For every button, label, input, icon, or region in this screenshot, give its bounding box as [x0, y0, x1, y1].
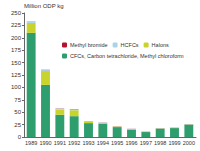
- svg-text:1997: 1997: [140, 140, 152, 146]
- svg-text:75: 75: [14, 97, 21, 103]
- svg-text:100: 100: [11, 84, 22, 90]
- svg-text:1992: 1992: [68, 140, 80, 146]
- svg-text:225: 225: [11, 22, 22, 28]
- svg-text:200: 200: [11, 35, 22, 41]
- svg-text:Million ODP kg: Million ODP kg: [24, 3, 64, 9]
- svg-text:1993: 1993: [82, 140, 94, 146]
- svg-text:25: 25: [14, 122, 21, 128]
- svg-text:250: 250: [11, 10, 22, 16]
- svg-text:1995: 1995: [111, 140, 123, 146]
- svg-text:Methyl bromide: Methyl bromide: [70, 42, 108, 48]
- svg-text:CFCs, Carbon tetrachloride, Me: CFCs, Carbon tetrachloride, Methyl chlor…: [70, 53, 184, 59]
- svg-text:50: 50: [14, 109, 21, 115]
- svg-text:1990: 1990: [39, 140, 51, 146]
- svg-text:1996: 1996: [125, 140, 137, 146]
- svg-text:1991: 1991: [54, 140, 66, 146]
- svg-text:Halons: Halons: [152, 42, 169, 48]
- svg-text:1999: 1999: [168, 140, 180, 146]
- svg-text:175: 175: [11, 47, 22, 53]
- svg-text:150: 150: [11, 60, 22, 66]
- svg-text:0: 0: [18, 134, 22, 140]
- svg-text:1994: 1994: [97, 140, 109, 146]
- svg-text:125: 125: [11, 72, 22, 78]
- svg-text:1998: 1998: [154, 140, 166, 146]
- svg-text:HCFCs: HCFCs: [121, 42, 139, 48]
- svg-text:2000: 2000: [183, 140, 195, 146]
- svg-text:1989: 1989: [25, 140, 37, 146]
